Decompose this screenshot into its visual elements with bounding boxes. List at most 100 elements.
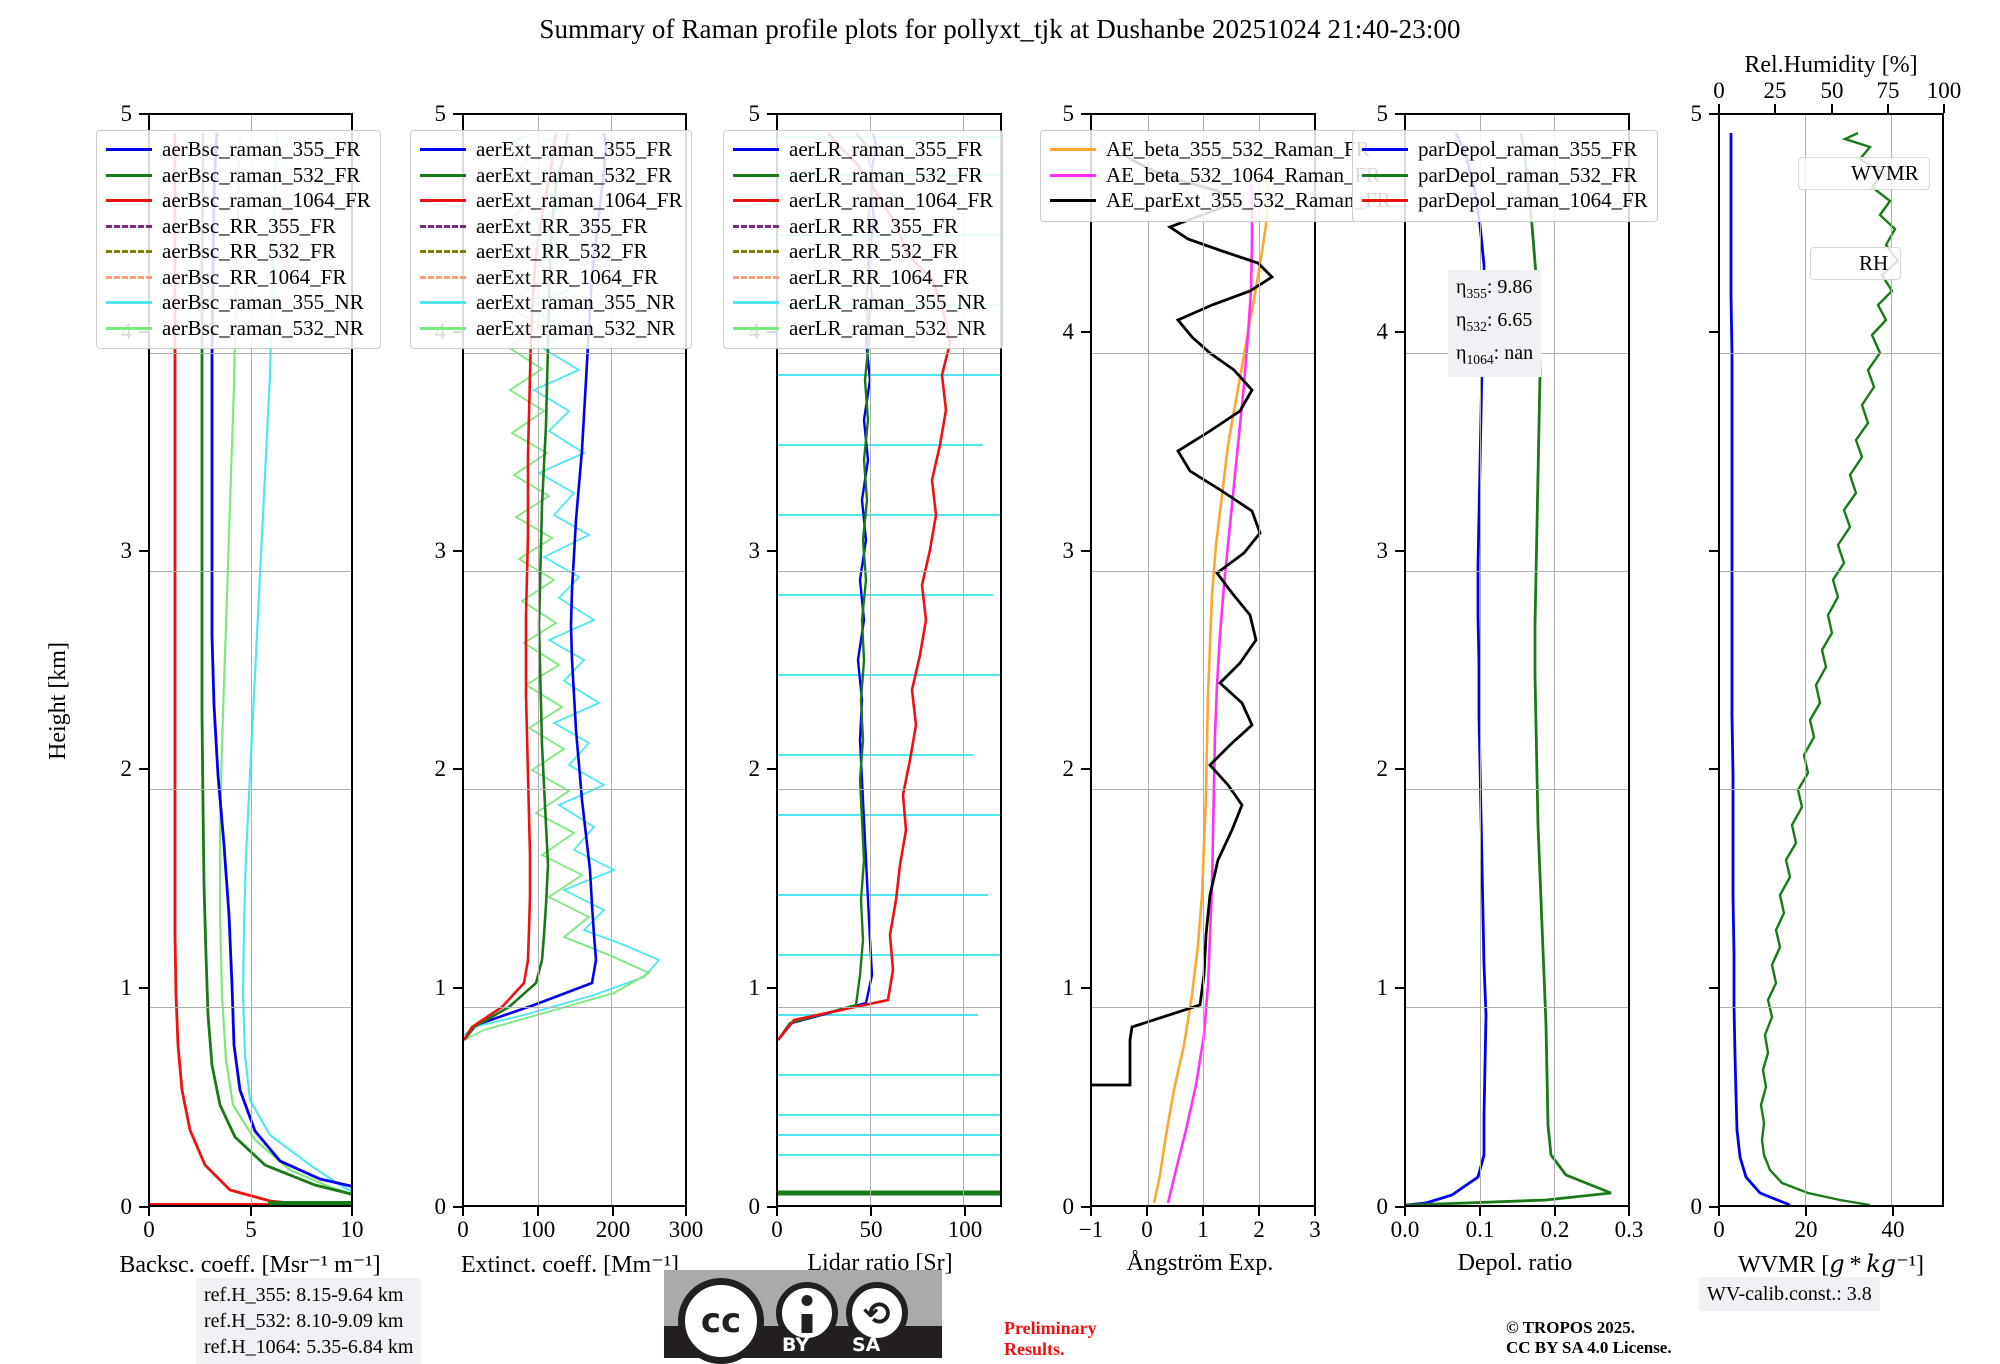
legend-label: aerBsc_raman_532_FR [162, 162, 361, 187]
legend-swatch [106, 199, 152, 203]
plot-area-wvmr-rh[interactable]: WVMR RH [1718, 113, 1944, 1207]
legend-label: aerExt_raman_532_FR [476, 162, 672, 187]
y-tick-label: 3 [1376, 538, 1389, 563]
ref-h-1064: ref.H_1064: 5.35-6.84 km [204, 1336, 414, 1358]
legend-swatch [733, 301, 779, 305]
x-tick-label: 0 [1141, 1217, 1153, 1242]
legend-swatch [420, 275, 466, 279]
legend-swatch [106, 326, 152, 330]
legend-item[interactable]: aerLR_RR_355_FR [733, 214, 993, 240]
y-tick-label: 0 [1376, 1194, 1389, 1219]
y-tick-label: 0 [120, 1194, 133, 1219]
legend-label: aerLR_RR_1064_FR [789, 264, 969, 289]
legend-swatch [420, 173, 466, 177]
x-tick-label: 0.3 [1614, 1217, 1644, 1242]
legend-item[interactable]: parDepol_raman_532_FR [1362, 163, 1648, 189]
x-tick-label: 3 [1309, 1217, 1321, 1242]
y-tick-label: 2 [1376, 756, 1389, 781]
y-tick-label: 5 [434, 101, 447, 126]
x-tick-label: 100 [520, 1217, 556, 1242]
legend-depol-ratio[interactable]: parDepol_raman_355_FR parDepol_raman_532… [1352, 130, 1658, 222]
y-tick-label: 1 [434, 975, 447, 1000]
legend-label: parDepol_raman_532_FR [1418, 162, 1638, 187]
legend-label: aerLR_raman_532_FR [789, 162, 983, 187]
x-axis-label-angstrom: Ångström Exp. [1126, 1250, 1274, 1276]
sa-sharealike-icon: ⟳ [846, 1282, 908, 1344]
x-axis-label-extinction: Extinct. coeff. [Mm⁻¹] [460, 1252, 680, 1278]
legend-item[interactable]: aerBsc_raman_532_NR [106, 316, 371, 342]
y-tick-label: 5 [1376, 101, 1389, 126]
y-tick-label: 0 [1062, 1194, 1075, 1219]
copyright-note: © TROPOS 2025. CC BY SA 4.0 License. [1506, 1318, 1672, 1357]
top-tick-label: 25 [1763, 78, 1787, 103]
legend-item[interactable]: AE_beta_355_532_Raman_FR [1050, 137, 1391, 163]
page-title: Summary of Raman profile plots for polly… [539, 14, 1461, 44]
legend-backscatter[interactable]: aerBsc_raman_355_FR aerBsc_raman_532_FR … [96, 130, 381, 349]
eta-355-row: η355: 9.86 [1456, 276, 1533, 301]
legend-swatch [733, 326, 779, 330]
inline-label-rh: RH [1810, 247, 1902, 280]
legend-item[interactable]: AE_parExt_355_532_Raman_FR [1050, 188, 1391, 214]
legend-item[interactable]: aerLR_raman_355_NR [733, 290, 993, 316]
legend-item[interactable]: aerLR_raman_532_FR [733, 163, 993, 189]
y-tick-label: 1 [1376, 975, 1389, 1000]
legend-item[interactable]: AE_beta_532_1064_Raman_FR [1050, 163, 1391, 189]
legend-item[interactable]: aerLR_raman_1064_FR [733, 188, 993, 214]
legend-swatch [1362, 173, 1408, 177]
legend-item[interactable]: aerExt_RR_532_FR [420, 239, 682, 265]
top-tick-label: 100 [1926, 78, 1962, 103]
legend-swatch [1050, 173, 1096, 177]
legend-item[interactable]: aerExt_RR_1064_FR [420, 265, 682, 291]
x-tick-label: 200 [595, 1217, 631, 1242]
y-tick-label: 5 [1690, 101, 1703, 126]
top-tick-label: 50 [1820, 78, 1844, 103]
legend-swatch [106, 148, 152, 152]
legend-item[interactable]: aerLR_RR_532_FR [733, 239, 993, 265]
legend-item[interactable]: aerBsc_raman_355_NR [106, 290, 371, 316]
legend-item[interactable]: aerBsc_RR_1064_FR [106, 265, 371, 291]
x-tick-label: 0 [771, 1217, 783, 1242]
legend-item[interactable]: parDepol_raman_1064_FR [1362, 188, 1648, 214]
legend-item[interactable]: aerBsc_raman_355_FR [106, 137, 371, 163]
legend-item[interactable]: aerExt_raman_532_FR [420, 163, 682, 189]
y-tick-label: 3 [120, 538, 133, 563]
legend-item[interactable]: aerLR_raman_355_FR [733, 137, 993, 163]
legend-item[interactable]: aerLR_raman_532_NR [733, 316, 993, 342]
plot-area-angstrom[interactable] [1090, 113, 1316, 1207]
legend-item[interactable]: aerLR_RR_1064_FR [733, 265, 993, 291]
legend-extinction[interactable]: aerExt_raman_355_FR aerExt_raman_532_FR … [410, 130, 693, 349]
legend-item[interactable]: aerExt_raman_355_FR [420, 137, 682, 163]
legend-angstrom[interactable]: AE_beta_355_532_Raman_FR AE_beta_532_106… [1040, 130, 1401, 222]
y-tick-label: 4 [1062, 319, 1075, 344]
legend-swatch [420, 224, 466, 228]
x-tick-label: 0.1 [1465, 1217, 1495, 1242]
legend-swatch [420, 326, 466, 330]
x-tick-label: 0.0 [1390, 1217, 1420, 1242]
legend-swatch [106, 224, 152, 228]
legend-label: aerBsc_RR_532_FR [162, 239, 336, 263]
legend-label: aerExt_RR_1064_FR [476, 264, 658, 289]
legend-item[interactable]: aerBsc_raman_1064_FR [106, 188, 371, 214]
x-tick-label: 20 [1794, 1217, 1818, 1242]
x-axis-label-wvmr: WVMR [𝑔 * 𝑘𝑔⁻¹] [1737, 1252, 1925, 1278]
legend-swatch [1050, 148, 1096, 152]
legend-item[interactable]: aerExt_raman_532_NR [420, 316, 682, 342]
y-tick-label: 5 [748, 101, 761, 126]
y-tick-label: 2 [120, 756, 133, 781]
legend-label: aerExt_raman_532_NR [476, 315, 676, 340]
legend-item[interactable]: aerExt_RR_355_FR [420, 214, 682, 240]
legend-item[interactable]: aerExt_raman_1064_FR [420, 188, 682, 214]
ref-h-532: ref.H_532: 8.10-9.09 km [204, 1310, 404, 1332]
y-tick-label: 0 [1690, 1194, 1703, 1219]
y-tick-label: 1 [120, 975, 133, 1000]
legend-item[interactable]: aerBsc_RR_532_FR [106, 239, 371, 265]
eta-1064-row: η1064: nan [1456, 342, 1534, 367]
legend-label: aerExt_RR_355_FR [476, 213, 648, 238]
legend-item[interactable]: aerExt_raman_355_NR [420, 290, 682, 316]
legend-swatch [420, 199, 466, 203]
x-tick-label: 300 [668, 1217, 704, 1242]
legend-item[interactable]: aerBsc_RR_355_FR [106, 214, 371, 240]
legend-item[interactable]: parDepol_raman_355_FR [1362, 137, 1648, 163]
legend-item[interactable]: aerBsc_raman_532_FR [106, 163, 371, 189]
legend-lidar-ratio[interactable]: aerLR_raman_355_FR aerLR_raman_532_FR ae… [723, 130, 1004, 349]
